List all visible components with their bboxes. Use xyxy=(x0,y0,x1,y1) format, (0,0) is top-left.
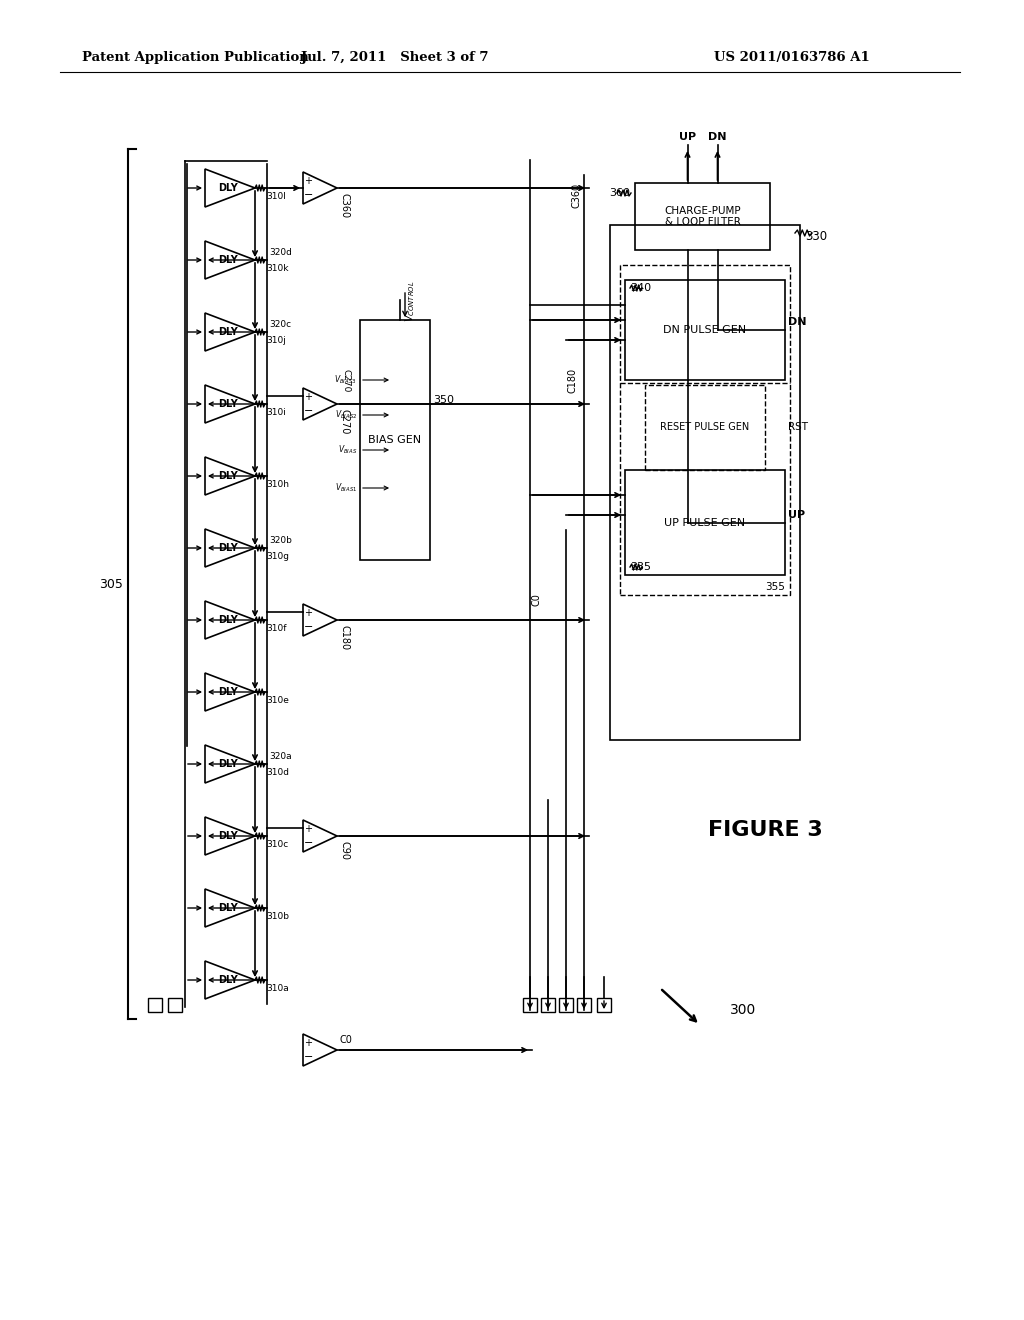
Text: +: + xyxy=(304,392,312,403)
Text: C90: C90 xyxy=(340,841,350,861)
Text: −: − xyxy=(303,190,312,201)
Bar xyxy=(559,998,573,1012)
Text: DN: DN xyxy=(788,317,807,327)
Text: −: − xyxy=(303,407,312,416)
Text: C180: C180 xyxy=(568,367,578,392)
Text: 300: 300 xyxy=(730,1003,757,1016)
Text: +: + xyxy=(304,1038,312,1048)
Text: C180: C180 xyxy=(340,624,350,651)
Text: FIGURE 3: FIGURE 3 xyxy=(708,820,822,840)
Text: $V_{BIAS3}$: $V_{BIAS3}$ xyxy=(335,374,357,387)
Text: Jul. 7, 2011   Sheet 3 of 7: Jul. 7, 2011 Sheet 3 of 7 xyxy=(301,51,488,65)
Text: US 2011/0163786 A1: US 2011/0163786 A1 xyxy=(715,51,870,65)
Text: RESET PULSE GEN: RESET PULSE GEN xyxy=(660,422,750,433)
Text: C270: C270 xyxy=(342,368,351,392)
Bar xyxy=(625,470,785,576)
Text: DLY: DLY xyxy=(218,543,238,553)
Bar xyxy=(168,998,182,1012)
Text: −: − xyxy=(303,1052,312,1063)
Text: 320c: 320c xyxy=(269,319,291,329)
Text: 320a: 320a xyxy=(269,752,292,762)
Text: 330: 330 xyxy=(805,230,827,243)
Text: 355: 355 xyxy=(765,582,785,591)
Text: DLY: DLY xyxy=(218,759,238,770)
Text: C0: C0 xyxy=(532,594,542,606)
Bar xyxy=(610,224,800,741)
Text: CHARGE-PUMP
& LOOP FILTER: CHARGE-PUMP & LOOP FILTER xyxy=(665,206,740,227)
Text: DLY: DLY xyxy=(218,399,238,409)
Text: C0: C0 xyxy=(340,1035,353,1045)
Text: 310f: 310f xyxy=(266,624,287,634)
Bar xyxy=(148,998,162,1012)
Text: 305: 305 xyxy=(99,578,123,590)
Text: C360: C360 xyxy=(340,193,350,218)
Text: C360: C360 xyxy=(572,182,582,207)
Text: DLY: DLY xyxy=(218,903,238,913)
Text: 310k: 310k xyxy=(266,264,289,273)
Text: 340: 340 xyxy=(630,282,651,293)
Text: UP: UP xyxy=(788,510,805,520)
Bar xyxy=(597,998,611,1012)
Bar xyxy=(620,265,790,595)
Text: DLY: DLY xyxy=(218,832,238,841)
Text: DN: DN xyxy=(709,132,727,143)
Text: 310g: 310g xyxy=(266,552,289,561)
Text: DLY: DLY xyxy=(218,975,238,985)
Text: 320b: 320b xyxy=(269,536,292,545)
Text: 310e: 310e xyxy=(266,696,289,705)
Text: Patent Application Publication: Patent Application Publication xyxy=(82,51,309,65)
Text: DLY: DLY xyxy=(218,183,238,193)
Bar xyxy=(577,998,591,1012)
Text: $V_{BIAS}$: $V_{BIAS}$ xyxy=(338,444,357,457)
Text: 310h: 310h xyxy=(266,480,289,488)
Text: −: − xyxy=(303,622,312,632)
Text: 310a: 310a xyxy=(266,983,289,993)
Text: −: − xyxy=(303,838,312,847)
Text: 310c: 310c xyxy=(266,840,288,849)
Text: 360: 360 xyxy=(609,187,630,198)
Bar xyxy=(645,385,765,470)
Text: +: + xyxy=(304,176,312,186)
Text: DLY: DLY xyxy=(218,615,238,624)
Text: DLY: DLY xyxy=(218,327,238,337)
Bar xyxy=(541,998,555,1012)
Text: $V_{BIAS1}$: $V_{BIAS1}$ xyxy=(335,482,357,494)
Text: DN PULSE GEN: DN PULSE GEN xyxy=(664,325,746,335)
Bar xyxy=(523,998,537,1012)
Text: DLY: DLY xyxy=(218,255,238,265)
Bar xyxy=(360,319,430,560)
Text: 310j: 310j xyxy=(266,337,286,345)
Text: DLY: DLY xyxy=(218,686,238,697)
Text: 310i: 310i xyxy=(266,408,286,417)
Text: RST: RST xyxy=(788,422,808,433)
Text: $V_{CONTROL}$: $V_{CONTROL}$ xyxy=(403,280,417,322)
Text: 350: 350 xyxy=(433,395,454,405)
Text: UP: UP xyxy=(679,132,696,143)
Text: 310d: 310d xyxy=(266,768,289,777)
Text: 310b: 310b xyxy=(266,912,289,921)
Text: 310l: 310l xyxy=(266,191,286,201)
Text: BIAS GEN: BIAS GEN xyxy=(369,436,422,445)
Text: +: + xyxy=(304,824,312,834)
Text: +: + xyxy=(304,609,312,618)
Text: C270: C270 xyxy=(340,409,350,434)
Text: 335: 335 xyxy=(630,562,651,572)
Bar xyxy=(625,280,785,380)
Text: 320d: 320d xyxy=(269,248,292,257)
Text: UP PULSE GEN: UP PULSE GEN xyxy=(665,517,745,528)
Text: DLY: DLY xyxy=(218,471,238,480)
Bar xyxy=(635,183,770,249)
Text: $V_{BIAS2}$: $V_{BIAS2}$ xyxy=(335,409,357,421)
